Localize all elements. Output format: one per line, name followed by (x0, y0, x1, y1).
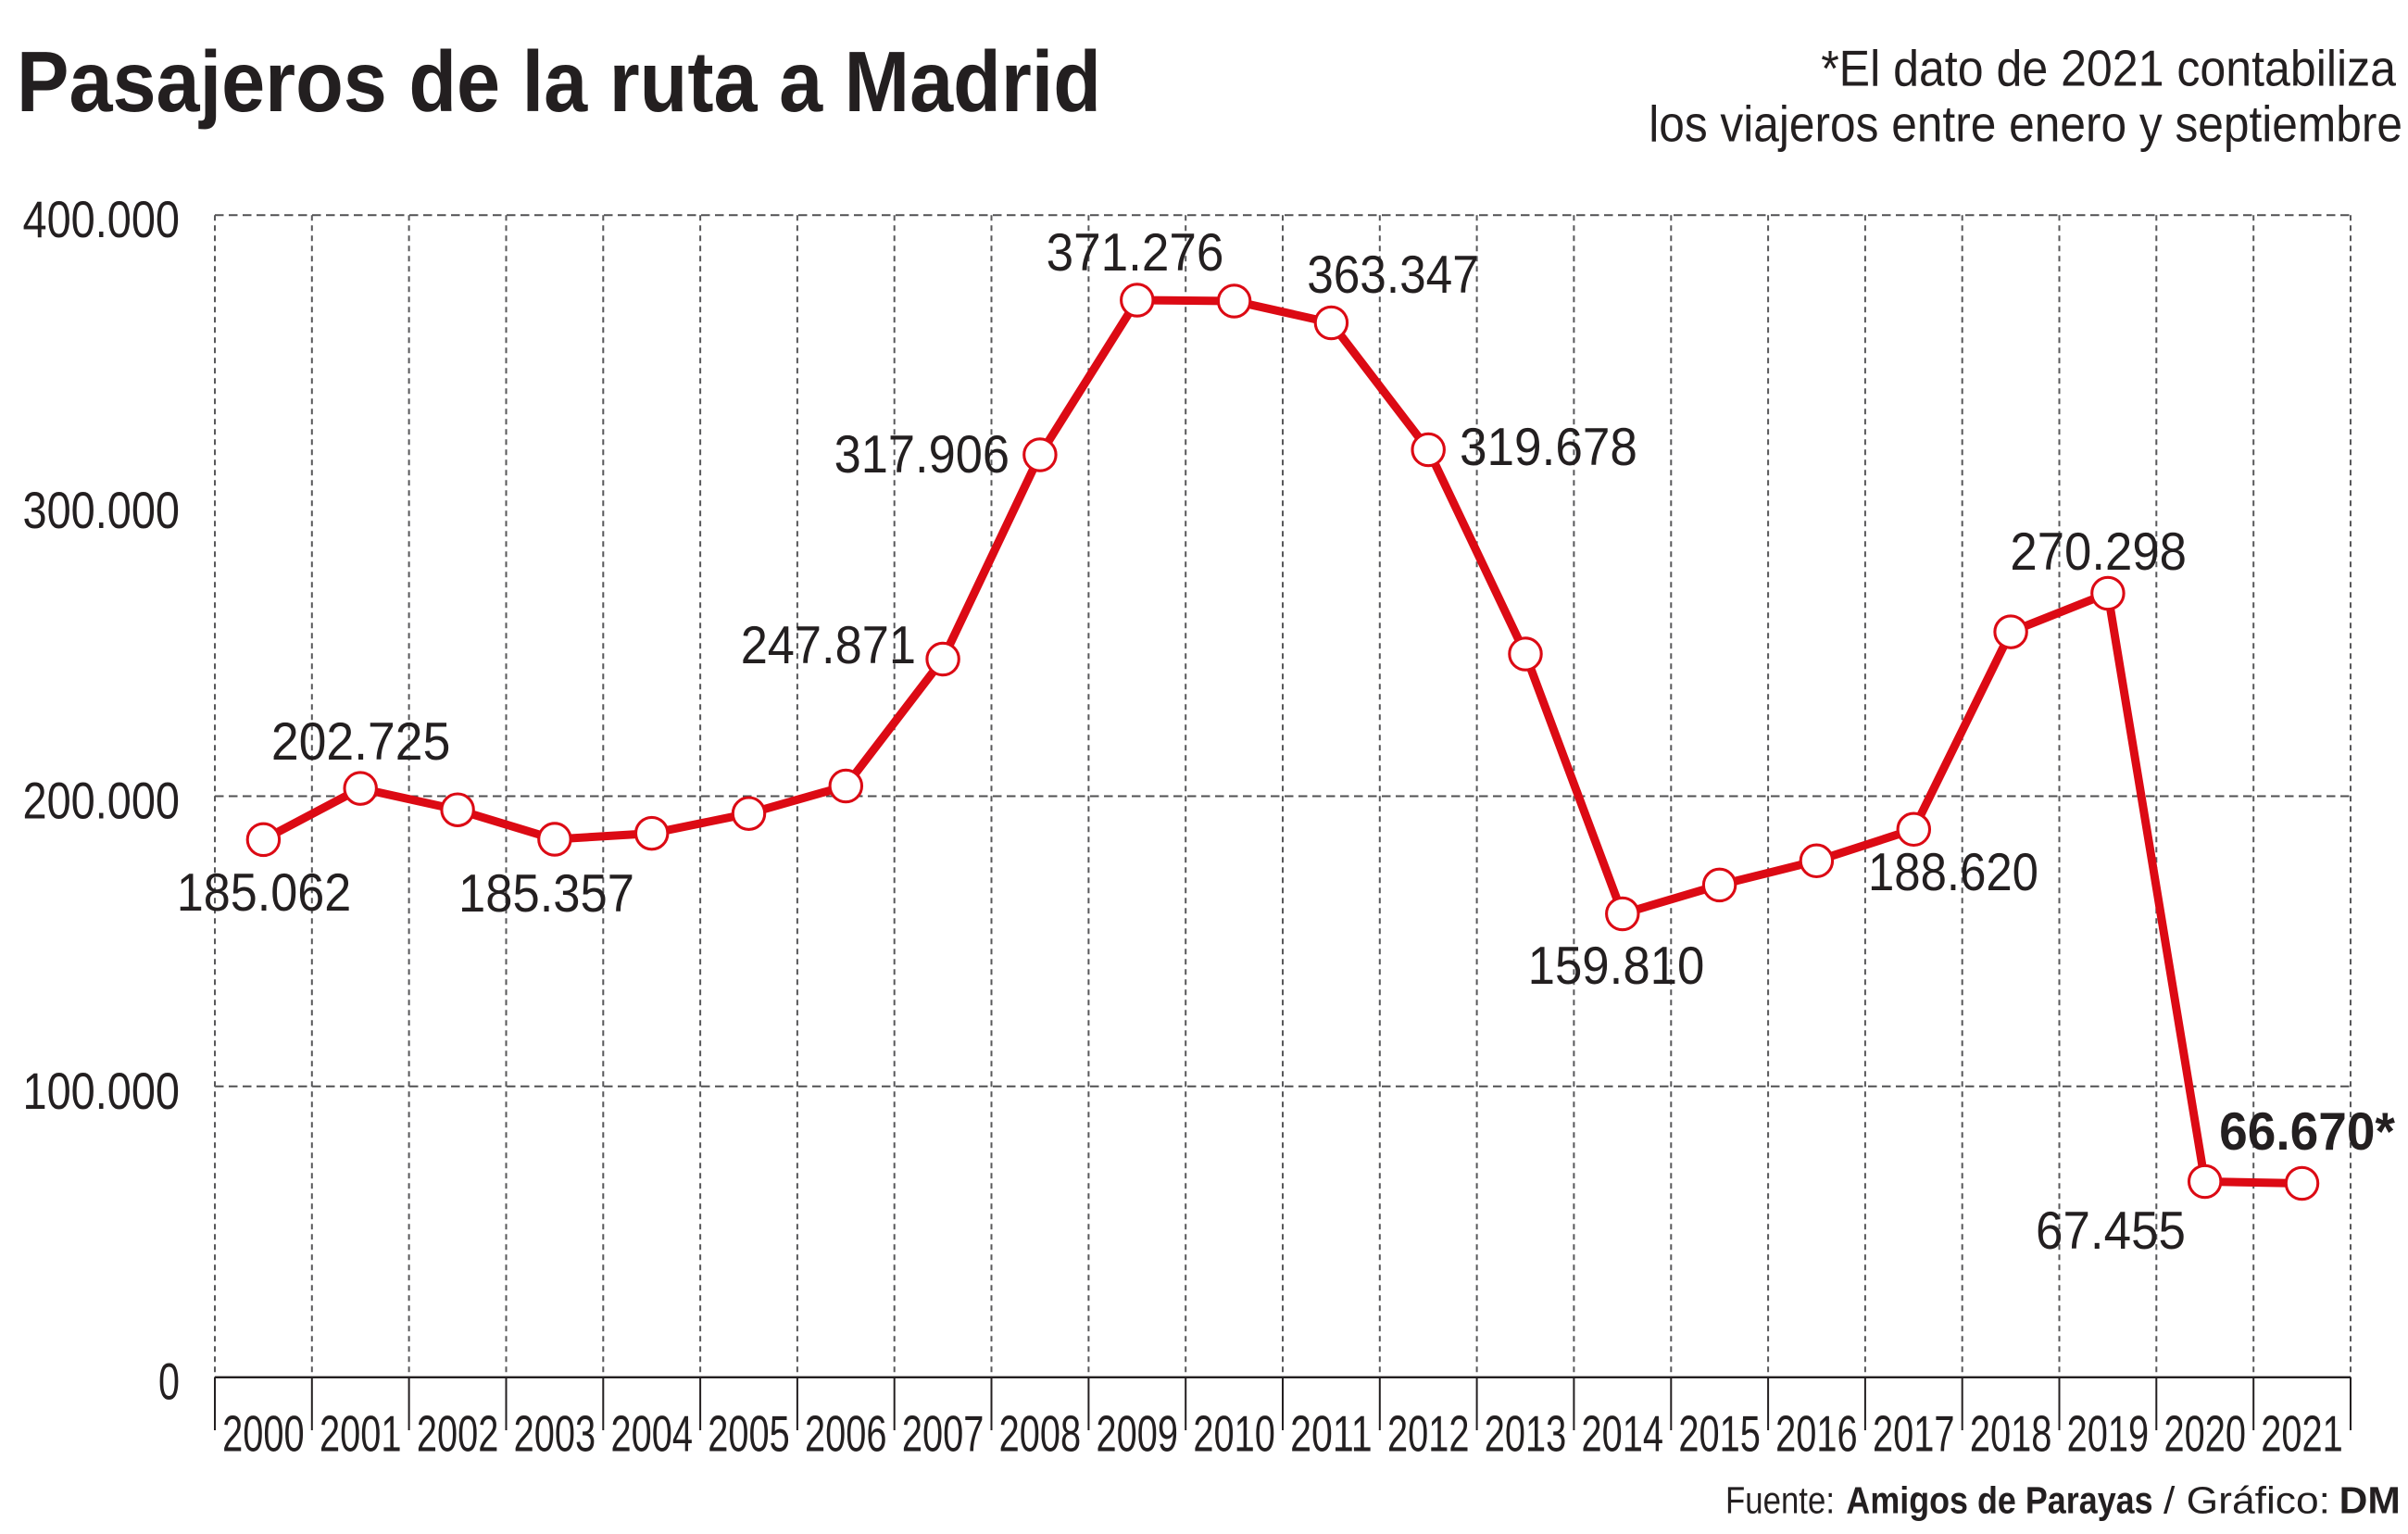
svg-text:202.725: 202.725 (271, 712, 451, 772)
svg-text:185.357: 185.357 (458, 864, 634, 924)
svg-text:2020: 2020 (2163, 1405, 2246, 1463)
svg-text:2017: 2017 (1873, 1405, 1955, 1463)
svg-text:2005: 2005 (708, 1405, 790, 1463)
svg-text:2018: 2018 (1970, 1405, 2052, 1463)
svg-text:2019: 2019 (2067, 1405, 2150, 1463)
svg-text:0: 0 (158, 1352, 180, 1411)
svg-text:/ Gráfico:: / Gráfico: (2163, 1479, 2330, 1522)
svg-text:185.062: 185.062 (177, 863, 352, 923)
svg-text:2000: 2000 (222, 1405, 305, 1463)
svg-text:2014: 2014 (1582, 1405, 1664, 1463)
svg-text:2003: 2003 (514, 1405, 596, 1463)
svg-text:270.298: 270.298 (2010, 522, 2187, 582)
svg-text:400.000: 400.000 (23, 190, 181, 248)
svg-text:300.000: 300.000 (23, 481, 181, 539)
svg-text:200.000: 200.000 (23, 772, 181, 830)
svg-text:2009: 2009 (1097, 1405, 1179, 1463)
svg-text:2008: 2008 (999, 1405, 1082, 1463)
svg-text:Amigos de Parayas: Amigos de Parayas (1846, 1479, 2152, 1522)
svg-text:67.455: 67.455 (2036, 1201, 2186, 1261)
svg-text:247.871: 247.871 (741, 616, 916, 675)
svg-text:*El dato de 2021 contabiliza: *El dato de 2021 contabiliza (1821, 39, 2396, 96)
svg-text:2021: 2021 (2261, 1405, 2343, 1463)
svg-text:363.347: 363.347 (1307, 245, 1479, 305)
svg-text:66.670*: 66.670* (2219, 1102, 2395, 1162)
svg-text:Pasajeros de la ruta a Madrid: Pasajeros de la ruta a Madrid (17, 33, 1101, 130)
svg-text:317.906: 317.906 (834, 425, 1010, 484)
svg-text:2004: 2004 (610, 1405, 693, 1463)
svg-text:2011: 2011 (1290, 1405, 1373, 1463)
svg-text:2010: 2010 (1193, 1405, 1275, 1463)
svg-text:2001: 2001 (320, 1405, 402, 1463)
svg-text:2007: 2007 (902, 1405, 985, 1463)
svg-text:371.276: 371.276 (1047, 223, 1224, 283)
svg-text:100.000: 100.000 (23, 1062, 181, 1120)
svg-text:2013: 2013 (1485, 1405, 1567, 1463)
svg-text:DM: DM (2339, 1479, 2401, 1522)
svg-text:159.810: 159.810 (1528, 937, 1705, 996)
svg-text:188.620: 188.620 (1868, 843, 2038, 902)
svg-text:2016: 2016 (1775, 1405, 1858, 1463)
svg-text:Fuente:: Fuente: (1725, 1479, 1835, 1522)
svg-text:2012: 2012 (1387, 1405, 1470, 1463)
svg-text:2015: 2015 (1678, 1405, 1761, 1463)
svg-text:2002: 2002 (417, 1405, 499, 1463)
svg-text:319.678: 319.678 (1460, 418, 1637, 477)
svg-text:2006: 2006 (805, 1405, 887, 1463)
svg-text:los viajeros entre enero y sep: los viajeros entre enero y septiembre (1649, 95, 2402, 153)
